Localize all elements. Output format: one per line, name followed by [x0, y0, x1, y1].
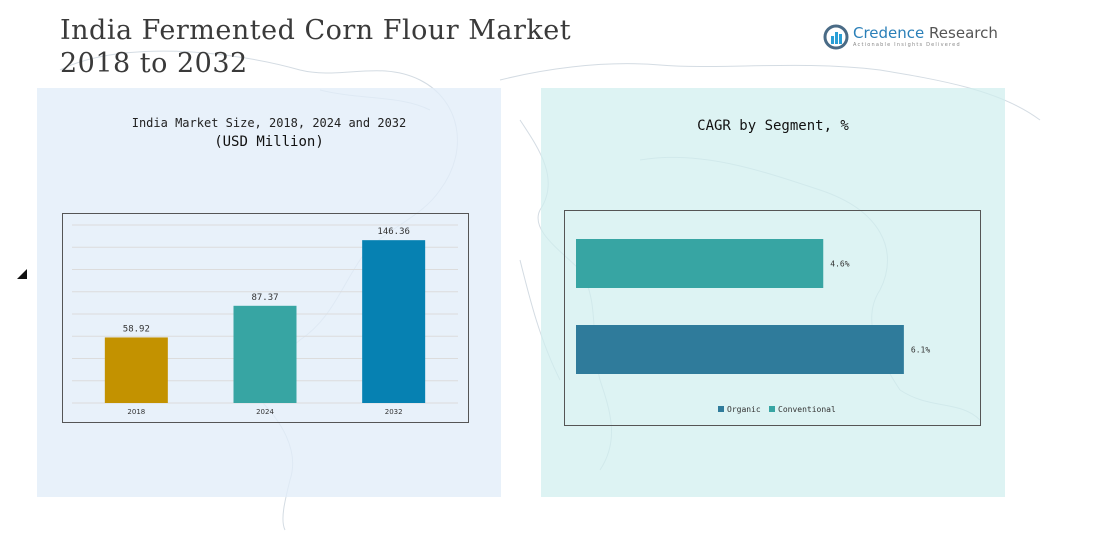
logo-brand-rest: Research	[924, 24, 998, 42]
cagr-panel	[541, 88, 1005, 497]
bar-2018	[104, 337, 168, 403]
logo-brand: Credence	[853, 24, 925, 42]
bar-conventional	[576, 239, 824, 288]
legend-label-organic: Organic	[727, 405, 761, 414]
data-label-2032: 146.36	[377, 227, 410, 237]
logo-wordmark: Credence Research	[853, 24, 998, 42]
tick-label-2032: 2032	[385, 408, 403, 416]
logo-mark-icon	[823, 24, 849, 50]
market-size-chart-title: India Market Size, 2018, 2024 and 2032	[131, 116, 407, 130]
credence-research-logo: Credence Research Actionable Insights De…	[823, 22, 998, 52]
cagr-chart-title: CAGR by Segment, %	[697, 118, 849, 134]
logo-tagline: Actionable Insights Delivered	[853, 42, 961, 48]
cagr-bar-chart: 4.6% 6.1% Organic Conventional	[564, 210, 981, 426]
data-label-organic: 6.1%	[911, 346, 930, 355]
tick-label-2018: 2018	[127, 408, 145, 416]
title-line-1: India Fermented Corn Flour Market	[60, 15, 572, 46]
market-size-chart-frame	[62, 213, 469, 423]
legend-swatch-organic	[718, 406, 724, 412]
data-label-2024: 87.37	[251, 293, 278, 303]
data-label-2018: 58.92	[123, 324, 150, 334]
bar-2024	[233, 305, 297, 403]
bar-organic	[576, 325, 904, 374]
market-size-bar-chart: 58.92 2018 87.37 2024 146.36 2032	[62, 213, 469, 423]
title-line-2: 2018 to 2032	[60, 48, 248, 79]
market-size-chart-subtitle: (USD Million)	[214, 134, 324, 150]
page-title: India Fermented Corn Flour Market 2018 t…	[60, 14, 571, 80]
legend-swatch-conventional	[769, 406, 775, 412]
tick-label-2024: 2024	[256, 408, 274, 416]
legend-label-conventional: Conventional	[778, 405, 836, 414]
cagr-chart-frame	[564, 210, 981, 426]
bar-2032	[362, 240, 426, 403]
data-label-conventional: 4.6%	[830, 260, 849, 269]
corner-triangle-icon	[17, 269, 27, 279]
